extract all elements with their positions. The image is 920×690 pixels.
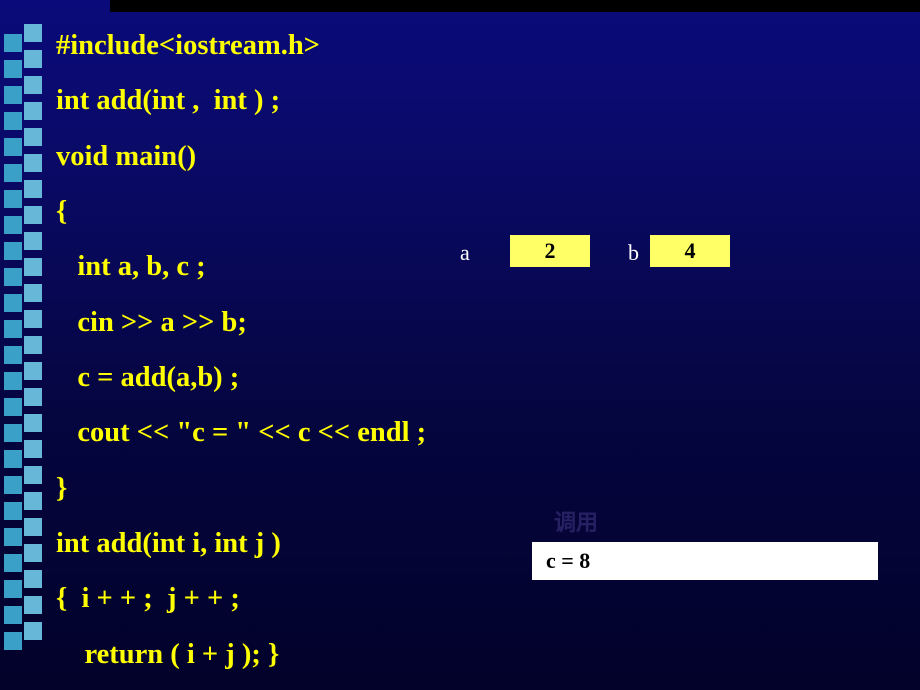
bullet-strip bbox=[0, 0, 48, 690]
bullet-square bbox=[24, 232, 42, 250]
bullet-square bbox=[24, 570, 42, 588]
bullet-square bbox=[4, 86, 22, 104]
bullet-square bbox=[4, 580, 22, 598]
bullet-square bbox=[24, 492, 42, 510]
bullet-square bbox=[24, 128, 42, 146]
bullet-square bbox=[4, 424, 22, 442]
code-line: cout << "c = " << c << endl ; bbox=[56, 417, 426, 448]
code-line: c = add(a,b) ; bbox=[56, 362, 426, 393]
bullet-square bbox=[24, 284, 42, 302]
bullet-square bbox=[4, 398, 22, 416]
bullet-square bbox=[24, 544, 42, 562]
bullet-square bbox=[24, 206, 42, 224]
code-line: return ( i + j ); } bbox=[56, 639, 426, 670]
bullet-square bbox=[24, 336, 42, 354]
bullet-square bbox=[4, 372, 22, 390]
top-band bbox=[110, 0, 920, 12]
bullet-square bbox=[24, 414, 42, 432]
bullet-square bbox=[4, 450, 22, 468]
bullet-square bbox=[4, 138, 22, 156]
code-line: int add(int , int ) ; bbox=[56, 85, 426, 116]
var-a-box: 2 bbox=[510, 235, 590, 267]
bullet-square bbox=[24, 466, 42, 484]
slide: #include<iostream.h> int add(int , int ) … bbox=[0, 0, 920, 690]
bullet-square bbox=[4, 60, 22, 78]
bullet-square bbox=[4, 502, 22, 520]
var-a-label: a bbox=[460, 240, 470, 266]
code-line: { bbox=[56, 196, 426, 227]
bullet-square bbox=[24, 518, 42, 536]
bullet-square bbox=[4, 554, 22, 572]
var-b-box: 4 bbox=[650, 235, 730, 267]
bullet-square bbox=[4, 320, 22, 338]
bullet-square bbox=[24, 388, 42, 406]
bullet-square bbox=[24, 440, 42, 458]
bullet-square bbox=[4, 112, 22, 130]
bullet-square bbox=[24, 622, 42, 640]
var-b-label: b bbox=[628, 240, 639, 266]
output-box: c = 8 bbox=[532, 542, 878, 580]
bullet-square bbox=[4, 346, 22, 364]
bullet-square bbox=[24, 102, 42, 120]
bullet-square bbox=[24, 24, 42, 42]
bullet-square bbox=[24, 362, 42, 380]
bullet-square bbox=[24, 310, 42, 328]
code-line: } bbox=[56, 473, 426, 504]
bullet-square bbox=[24, 50, 42, 68]
bullet-square bbox=[24, 154, 42, 172]
faded-annotation: 调用 bbox=[554, 505, 598, 537]
bullet-square bbox=[24, 258, 42, 276]
bullet-square bbox=[24, 596, 42, 614]
bullet-square bbox=[4, 606, 22, 624]
bullet-square bbox=[4, 476, 22, 494]
code-line: int add(int i, int j ) bbox=[56, 528, 426, 559]
bullet-square bbox=[4, 34, 22, 52]
bullet-square bbox=[4, 294, 22, 312]
bullet-square bbox=[24, 76, 42, 94]
bullet-square bbox=[24, 180, 42, 198]
code-line: void main() bbox=[56, 141, 426, 172]
bullet-square bbox=[4, 528, 22, 546]
bullet-square bbox=[4, 190, 22, 208]
code-line: int a, b, c ; bbox=[56, 251, 426, 282]
code-line: cin >> a >> b; bbox=[56, 307, 426, 338]
bullet-square bbox=[4, 268, 22, 286]
bullet-square bbox=[4, 242, 22, 260]
code-block: #include<iostream.h> int add(int , int ) … bbox=[56, 30, 426, 690]
bullet-square bbox=[4, 632, 22, 650]
code-line: { i + + ; j + + ; bbox=[56, 583, 426, 614]
code-line: #include<iostream.h> bbox=[56, 30, 426, 61]
bullet-square bbox=[4, 164, 22, 182]
bullet-square bbox=[4, 216, 22, 234]
